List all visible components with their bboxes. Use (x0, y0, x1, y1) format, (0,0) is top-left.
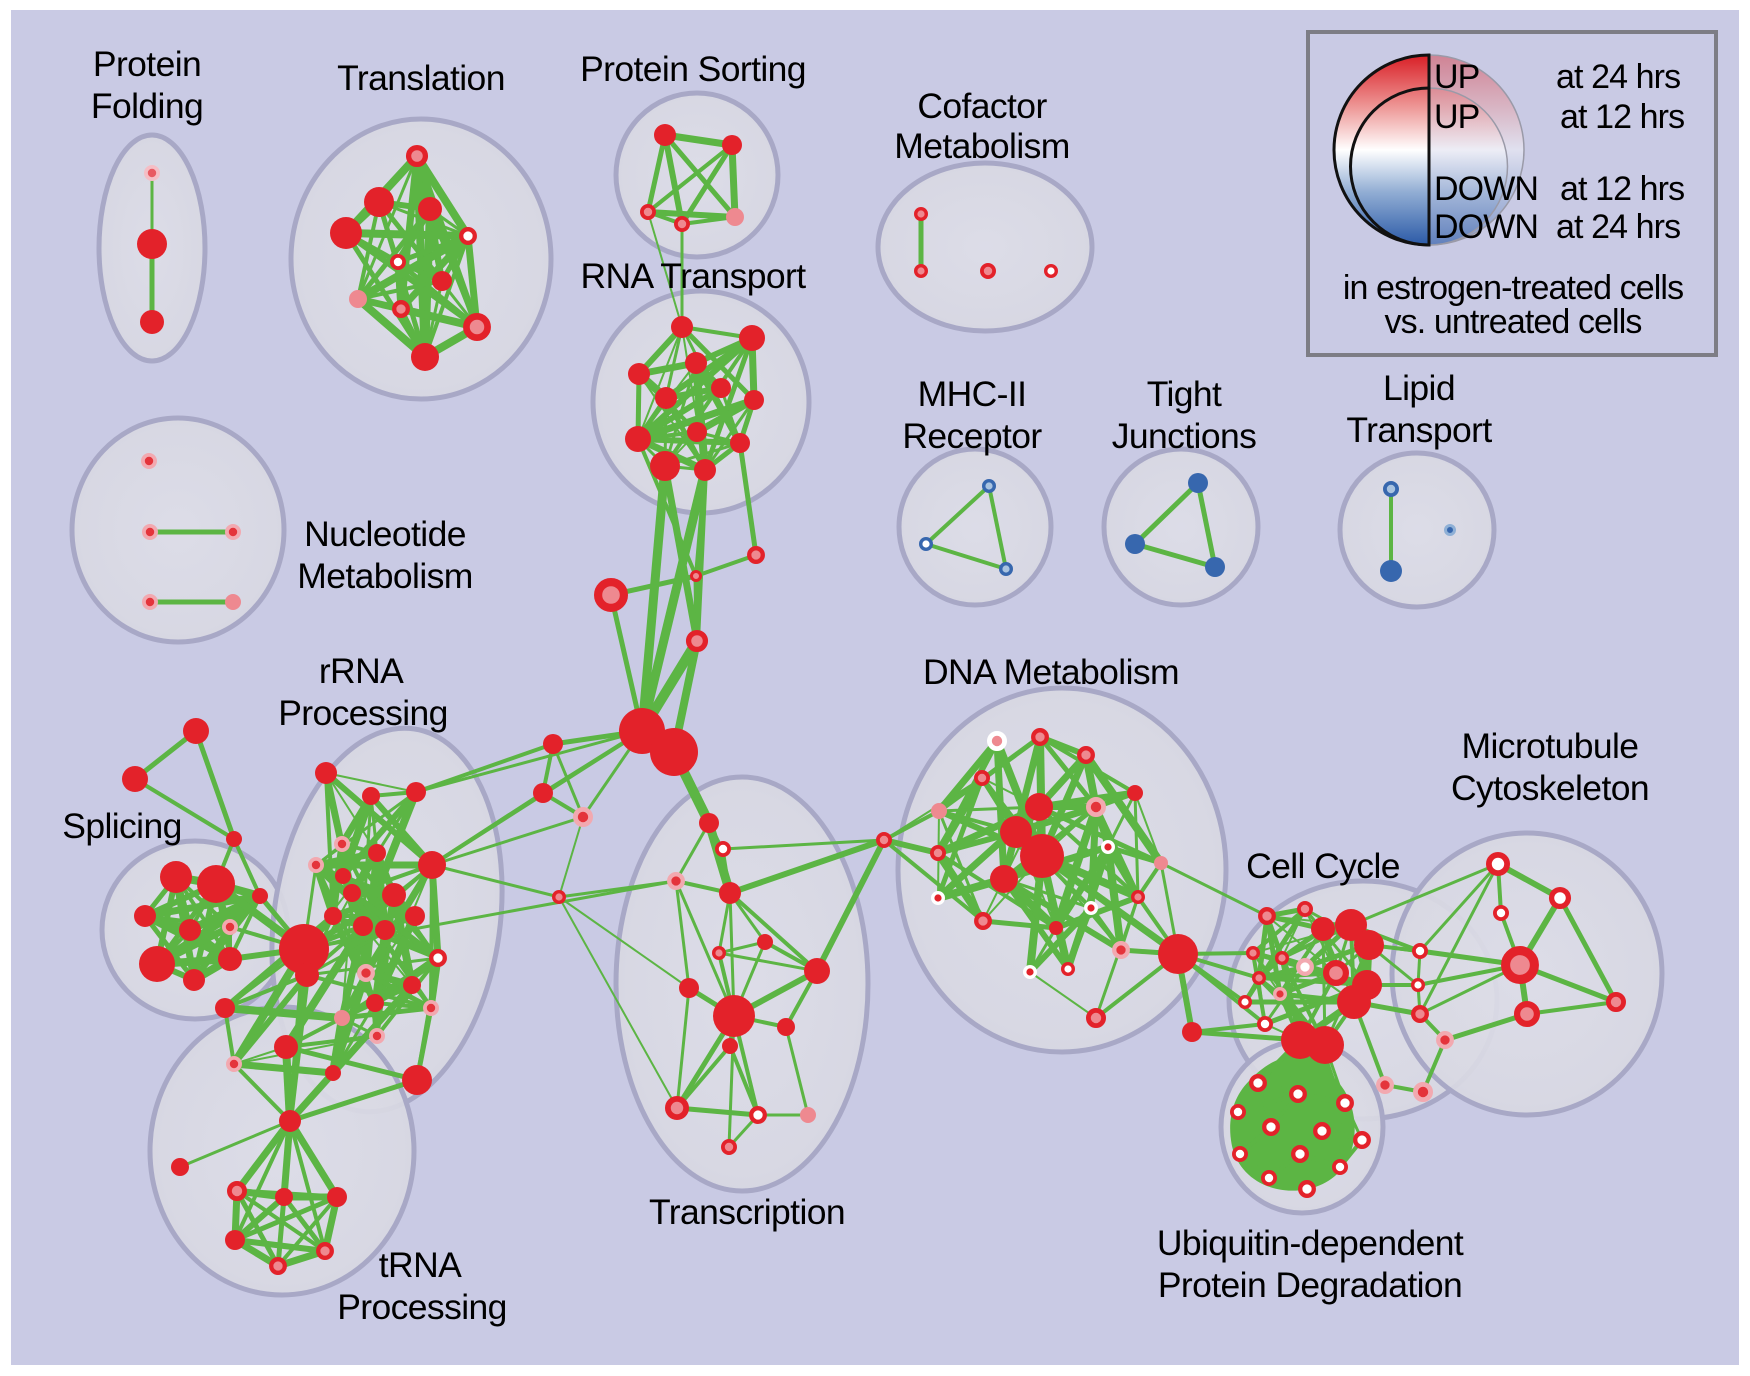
svg-text:Splicing: Splicing (62, 806, 182, 846)
svg-text:Cytoskeleton: Cytoskeleton (1451, 768, 1649, 808)
svg-text:Folding: Folding (91, 86, 203, 126)
svg-text:Transcription: Transcription (649, 1192, 845, 1232)
svg-text:Processing: Processing (337, 1287, 507, 1327)
svg-text:Nucleotide: Nucleotide (304, 514, 466, 554)
svg-text:DNA Metabolism: DNA Metabolism (923, 652, 1179, 692)
svg-text:rRNA: rRNA (319, 651, 404, 691)
svg-text:Protein: Protein (93, 44, 201, 84)
svg-text:Lipid: Lipid (1383, 368, 1455, 408)
svg-text:at 24 hrs: at 24 hrs (1556, 208, 1680, 246)
svg-text:Receptor: Receptor (902, 416, 1042, 456)
svg-text:tRNA: tRNA (379, 1245, 462, 1285)
svg-text:Metabolism: Metabolism (297, 556, 473, 596)
svg-text:Transport: Transport (1346, 410, 1492, 450)
svg-text:Microtubule: Microtubule (1462, 726, 1639, 766)
svg-text:UP: UP (1434, 58, 1479, 96)
svg-text:UP: UP (1434, 98, 1479, 136)
svg-text:MHC-II: MHC-II (918, 374, 1027, 414)
svg-text:Protein Sorting: Protein Sorting (580, 49, 806, 89)
svg-text:at 24 hrs: at 24 hrs (1556, 58, 1680, 96)
svg-text:Tight: Tight (1147, 374, 1222, 414)
svg-text:Processing: Processing (278, 693, 448, 733)
svg-text:RNA Transport: RNA Transport (580, 256, 806, 296)
svg-text:Cofactor: Cofactor (917, 86, 1047, 126)
svg-text:DOWN: DOWN (1434, 208, 1538, 246)
svg-text:Cell Cycle: Cell Cycle (1246, 846, 1400, 886)
svg-text:Protein Degradation: Protein Degradation (1158, 1265, 1462, 1305)
svg-text:Junctions: Junctions (1112, 416, 1257, 456)
svg-text:Ubiquitin-dependent: Ubiquitin-dependent (1157, 1223, 1464, 1263)
svg-text:Metabolism: Metabolism (894, 126, 1070, 166)
svg-text:vs. untreated cells: vs. untreated cells (1385, 303, 1642, 341)
svg-text:at 12 hrs: at 12 hrs (1560, 98, 1684, 136)
svg-text:in estrogen-treated cells: in estrogen-treated cells (1343, 269, 1683, 307)
svg-text:Translation: Translation (337, 58, 505, 98)
svg-text:at 12 hrs: at 12 hrs (1560, 170, 1684, 208)
svg-text:DOWN: DOWN (1434, 170, 1538, 208)
